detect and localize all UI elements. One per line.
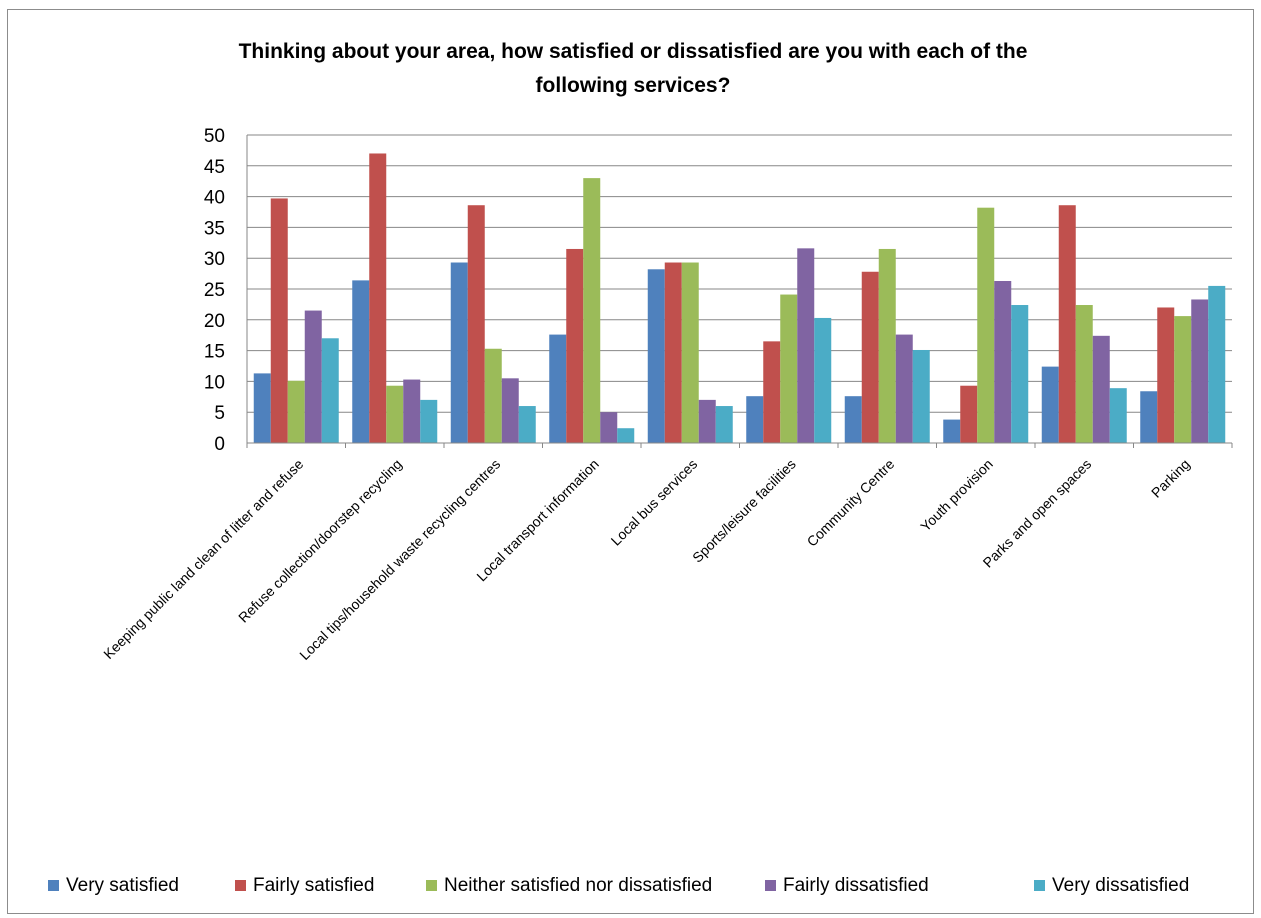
bar: [994, 280, 1012, 443]
y-axis-ticks: 0 5 10 15 20 25 30 35 40 45 50: [204, 126, 225, 455]
y-tick-label: 10: [204, 372, 225, 393]
bar: [797, 248, 815, 443]
bar: [1157, 307, 1175, 443]
y-tick-label: 45: [204, 157, 225, 178]
y-tick-label: 20: [204, 311, 225, 332]
x-tick-label: Sports/leisure facilities: [689, 456, 799, 566]
x-tick-label: Refuse collection/doorstep recycling: [235, 456, 405, 626]
bar: [600, 412, 618, 443]
bar: [746, 396, 764, 443]
bar: [304, 310, 322, 443]
x-tick-label: Local tips/household waste recycling cen…: [296, 456, 503, 663]
bar: [518, 406, 536, 443]
x-tick-label: Community Centre: [804, 456, 898, 550]
bar: [270, 198, 288, 443]
bar: [1191, 299, 1209, 443]
bar: [501, 378, 519, 443]
y-tick-label: 30: [204, 249, 225, 270]
legend-swatch: [235, 880, 246, 891]
bar: [1058, 205, 1076, 443]
bar: [352, 280, 370, 443]
x-tick-label: Keeping public land clean of litter and …: [100, 456, 306, 662]
bar: [1092, 335, 1110, 443]
chart-frame: [7, 9, 1254, 914]
bar: [780, 294, 798, 443]
x-tick-label: Local bus services: [608, 456, 701, 549]
bar: [912, 349, 930, 443]
y-tick-label: 50: [204, 126, 225, 147]
y-tick-label: 35: [204, 218, 225, 239]
bar: [763, 341, 781, 443]
bar: [715, 406, 733, 443]
bar: [484, 348, 502, 443]
bar: [403, 379, 421, 443]
bar: [287, 380, 305, 443]
bar: [549, 334, 567, 443]
x-tick-label: Parks and open spaces: [980, 456, 1095, 571]
legend-swatch: [1034, 880, 1045, 891]
bar: [647, 269, 665, 443]
bar: [960, 385, 978, 443]
axes: [246, 135, 1233, 448]
bar: [664, 262, 682, 443]
bar: [814, 317, 832, 443]
bar: [467, 205, 485, 443]
bar: [253, 373, 271, 443]
legend-swatch: [765, 880, 776, 891]
bar: [617, 428, 635, 443]
x-tick-label: Youth provision: [917, 456, 996, 535]
x-tick-label: Parking: [1148, 456, 1193, 501]
legend-label: Fairly dissatisfied: [783, 875, 929, 896]
bar: [321, 338, 339, 443]
legend-label: Fairly satisfied: [253, 875, 374, 896]
chart-title: Thinking about your area, how satisfied …: [239, 40, 1028, 97]
bar: [583, 178, 601, 443]
bar: [844, 396, 862, 443]
legend-swatch: [426, 880, 437, 891]
bar: [698, 399, 716, 443]
bar: [878, 248, 896, 443]
bar: [1011, 305, 1029, 443]
bar: [1140, 391, 1158, 443]
bar: [450, 262, 468, 443]
bar: [1208, 285, 1226, 443]
y-tick-label: 5: [214, 403, 225, 424]
bar: [943, 419, 961, 443]
bar: [1041, 366, 1059, 443]
chart-title-line-2: following services?: [536, 74, 731, 97]
bar: [681, 262, 699, 443]
bar: [420, 399, 438, 443]
y-tick-label: 15: [204, 342, 225, 363]
bars: [253, 153, 1226, 444]
legend-label: Neither satisfied nor dissatisfied: [444, 875, 712, 896]
chart-title-line-1: Thinking about your area, how satisfied …: [239, 40, 1028, 63]
legend: Very satisfied Fairly satisfied Neither sa…: [48, 875, 1189, 896]
bar: [1174, 316, 1192, 443]
legend-label: Very satisfied: [66, 875, 179, 896]
bar: [1109, 388, 1127, 443]
bar: [977, 207, 995, 443]
bar: [386, 385, 404, 443]
y-tick-label: 40: [204, 188, 225, 209]
y-tick-label: 0: [214, 434, 225, 455]
bar: [369, 153, 387, 444]
bar: [861, 271, 879, 443]
bar: [1075, 305, 1093, 443]
legend-label: Very dissatisfied: [1052, 875, 1189, 896]
x-axis-tick-labels: Keeping public land clean of litter and …: [100, 456, 1193, 663]
legend-swatch: [48, 880, 59, 891]
bar: [895, 334, 913, 443]
bar: [566, 248, 584, 443]
y-tick-label: 25: [204, 280, 225, 301]
